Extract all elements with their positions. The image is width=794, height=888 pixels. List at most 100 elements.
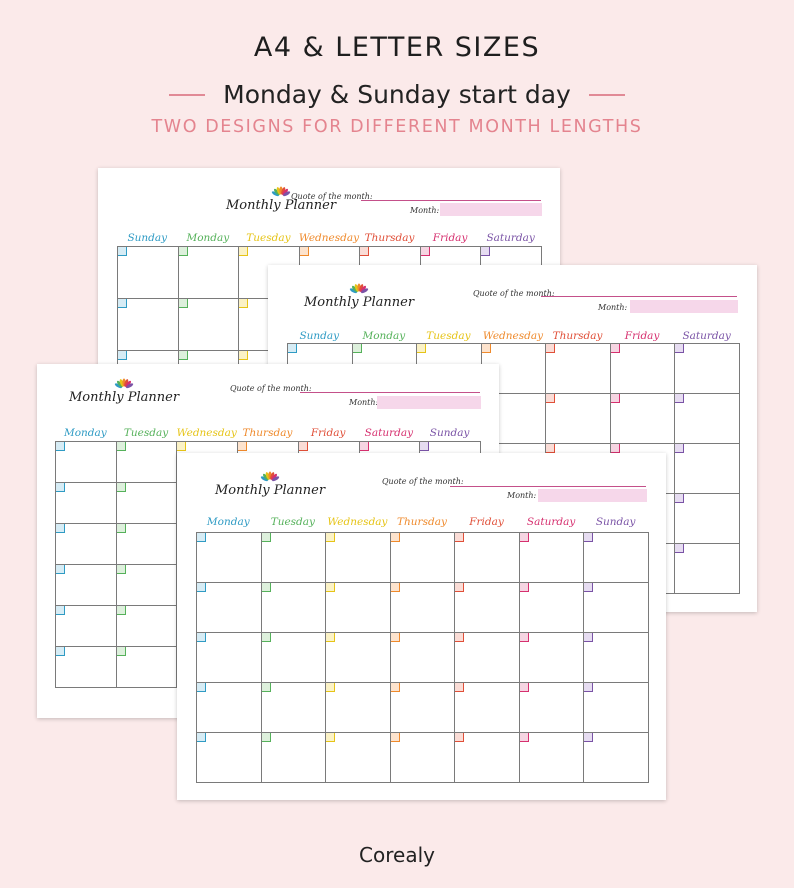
calendar-day-cell[interactable] xyxy=(56,524,117,565)
date-square xyxy=(118,351,127,360)
calendar-day-cell[interactable] xyxy=(116,483,178,524)
calendar-day-cell[interactable] xyxy=(197,533,262,583)
calendar-day-cell[interactable] xyxy=(519,683,585,733)
calendar-day-cell[interactable] xyxy=(675,444,740,494)
date-square xyxy=(326,733,336,742)
date-square xyxy=(56,483,65,492)
date-square xyxy=(261,533,271,542)
calendar-day-cell[interactable] xyxy=(326,633,391,683)
left-divider xyxy=(169,93,206,96)
quote-field[interactable] xyxy=(300,392,480,393)
calendar-day-cell[interactable] xyxy=(118,351,179,368)
calendar-day-cell[interactable] xyxy=(326,733,391,783)
calendar-day-cell[interactable] xyxy=(675,544,740,594)
calendar-day-cell[interactable] xyxy=(455,533,520,583)
date-square xyxy=(675,394,685,403)
weekday-label: Saturday xyxy=(364,427,414,439)
date-square xyxy=(197,733,206,742)
calendar-day-cell[interactable] xyxy=(519,733,585,783)
calendar-day-cell[interactable] xyxy=(519,633,585,683)
calendar-day-cell[interactable] xyxy=(390,583,456,633)
date-square xyxy=(390,633,400,642)
calendar-day-cell[interactable] xyxy=(197,683,262,733)
calendar-day-cell[interactable] xyxy=(675,344,740,394)
calendar-day-cell[interactable] xyxy=(178,351,240,368)
calendar-day-cell[interactable] xyxy=(56,606,117,647)
weekday-label: Monday xyxy=(206,516,250,528)
calendar-day-cell[interactable] xyxy=(197,633,262,683)
calendar-day-cell[interactable] xyxy=(261,633,327,683)
calendar-day-cell[interactable] xyxy=(178,299,240,351)
date-square xyxy=(261,633,271,642)
calendar-day-cell[interactable] xyxy=(675,494,740,544)
month-field[interactable] xyxy=(538,489,647,502)
calendar-day-cell[interactable] xyxy=(56,565,117,606)
date-square xyxy=(326,533,336,542)
calendar-day-cell[interactable] xyxy=(56,442,117,483)
calendar-day-cell[interactable] xyxy=(546,344,611,394)
calendar-day-cell[interactable] xyxy=(675,394,740,444)
calendar-day-cell[interactable] xyxy=(56,483,117,524)
month-field[interactable] xyxy=(377,396,481,409)
calendar-day-cell[interactable] xyxy=(116,442,178,483)
planner-logo: Monthly Planner xyxy=(226,186,336,213)
calendar-day-cell[interactable] xyxy=(455,583,520,633)
quote-field[interactable] xyxy=(541,296,737,297)
quote-label: Quote of the month: xyxy=(230,384,312,393)
calendar-day-cell[interactable] xyxy=(610,344,676,394)
month-field[interactable] xyxy=(440,203,542,216)
calendar-day-cell[interactable] xyxy=(584,533,649,583)
calendar-day-cell[interactable] xyxy=(584,683,649,733)
weekday-label: Thursday xyxy=(242,427,293,439)
date-square xyxy=(519,533,529,542)
calendar-day-cell[interactable] xyxy=(584,733,649,783)
quote-field[interactable] xyxy=(361,200,541,201)
calendar-day-cell[interactable] xyxy=(584,633,649,683)
calendar-day-cell[interactable] xyxy=(481,344,547,394)
calendar-day-cell[interactable] xyxy=(116,524,178,565)
calendar-day-cell[interactable] xyxy=(118,247,179,299)
date-square xyxy=(118,247,127,256)
calendar-day-cell[interactable] xyxy=(197,733,262,783)
calendar-day-cell[interactable] xyxy=(584,583,649,633)
calendar-day-cell[interactable] xyxy=(610,394,676,444)
calendar-day-cell[interactable] xyxy=(519,583,585,633)
page-tagline: TWO DESIGNS FOR DIFFERENT MONTH LENGTHS xyxy=(151,117,643,137)
fan-icon xyxy=(258,471,282,483)
calendar-day-cell[interactable] xyxy=(546,394,611,444)
calendar-day-cell[interactable] xyxy=(455,733,520,783)
date-square xyxy=(238,442,248,451)
calendar-day-cell[interactable] xyxy=(261,533,327,583)
calendar-day-cell[interactable] xyxy=(178,247,240,299)
weekday-header: Monday Tuesday Wednesday Thursday Friday Satu… xyxy=(55,427,480,439)
calendar-day-cell[interactable] xyxy=(56,647,117,688)
calendar-day-cell[interactable] xyxy=(519,533,585,583)
calendar-day-cell[interactable] xyxy=(261,583,327,633)
calendar-day-cell[interactable] xyxy=(326,583,391,633)
calendar-day-cell[interactable] xyxy=(197,583,262,633)
calendar-day-cell[interactable] xyxy=(326,683,391,733)
calendar-day-cell[interactable] xyxy=(116,565,178,606)
weekday-label: Monday xyxy=(362,330,406,342)
calendar-day-cell[interactable] xyxy=(326,533,391,583)
date-square xyxy=(420,442,430,451)
calendar-day-cell[interactable] xyxy=(261,683,327,733)
calendar-day-cell[interactable] xyxy=(390,633,456,683)
calendar-day-cell[interactable] xyxy=(455,683,520,733)
date-square xyxy=(261,683,271,692)
calendar-day-cell[interactable] xyxy=(116,647,178,688)
calendar-day-cell[interactable] xyxy=(455,633,520,683)
month-field[interactable] xyxy=(630,300,738,313)
date-square xyxy=(481,344,491,353)
date-square xyxy=(56,565,65,574)
fan-icon xyxy=(269,186,293,198)
calendar-day-cell[interactable] xyxy=(390,533,456,583)
quote-label: Quote of the month: xyxy=(291,192,373,201)
calendar-day-cell[interactable] xyxy=(118,299,179,351)
calendar-day-cell[interactable] xyxy=(261,733,327,783)
date-square xyxy=(455,583,465,592)
calendar-day-cell[interactable] xyxy=(390,683,456,733)
quote-field[interactable] xyxy=(450,486,646,487)
calendar-day-cell[interactable] xyxy=(116,606,178,647)
calendar-day-cell[interactable] xyxy=(390,733,456,783)
